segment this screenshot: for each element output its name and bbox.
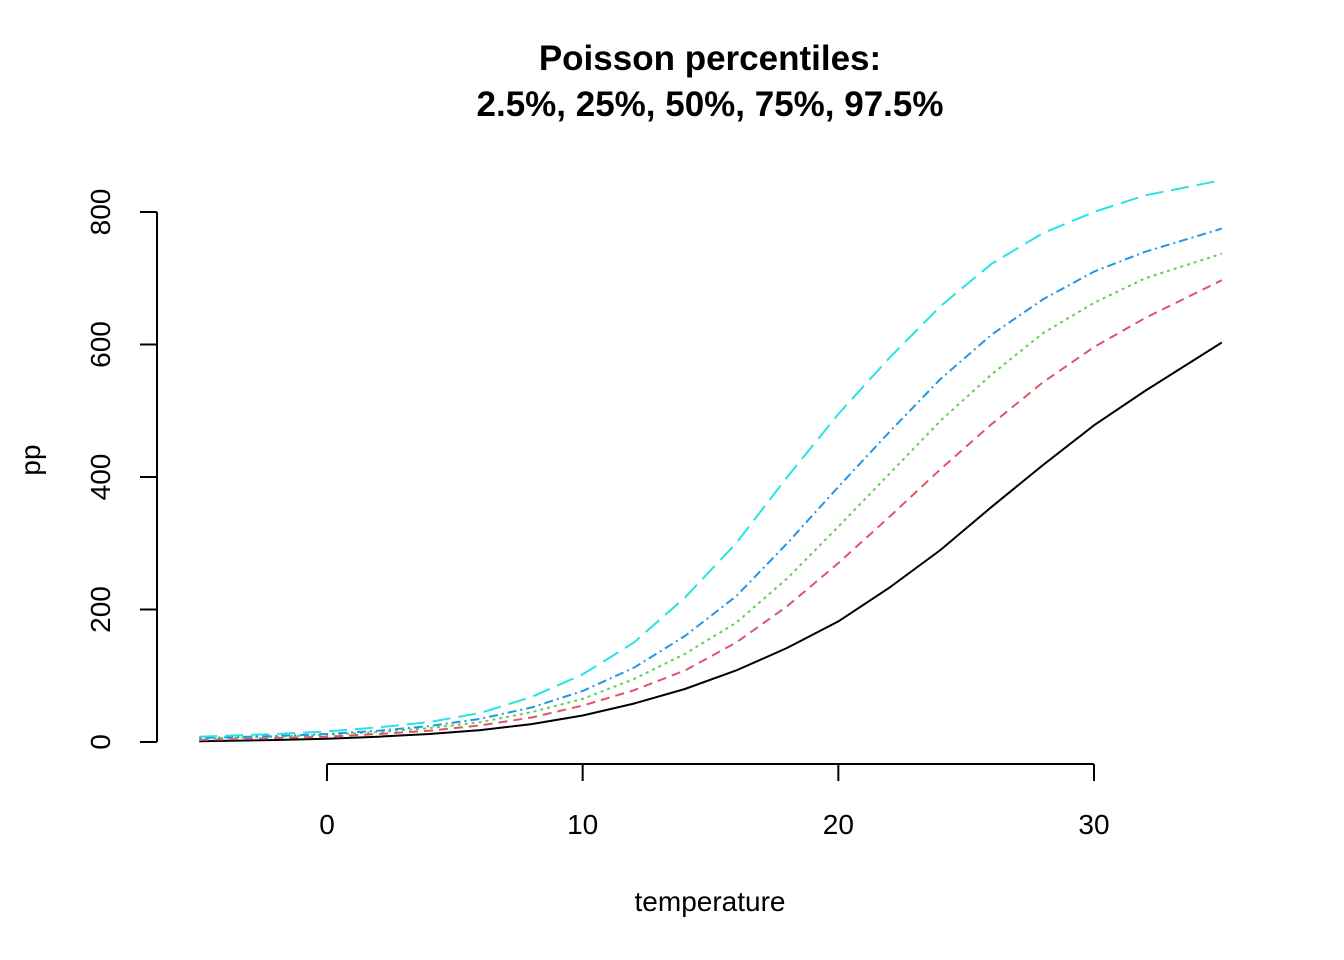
y-tick-label: 800 <box>85 189 116 236</box>
y-tick-label: 400 <box>85 454 116 501</box>
series-line-5 <box>199 179 1222 738</box>
series-group <box>199 179 1223 743</box>
x-tick-label: 0 <box>319 809 335 840</box>
series-line-3 <box>199 252 1223 740</box>
x-tick-label: 20 <box>823 809 854 840</box>
series-line-2 <box>199 279 1223 741</box>
y-axis-label: pp <box>15 444 46 475</box>
x-axis-label: temperature <box>635 886 786 917</box>
x-tick-label: 10 <box>567 809 598 840</box>
y-tick-label: 0 <box>85 734 116 750</box>
x-axis-ticks: 0 10 20 30 <box>319 764 1110 840</box>
y-tick-label: 600 <box>85 321 116 368</box>
series-line-4 <box>199 227 1223 739</box>
chart-title-line-2: 2.5%, 25%, 50%, 75%, 97.5% <box>477 85 944 124</box>
series-line-1 <box>199 341 1223 743</box>
x-tick-label: 30 <box>1078 809 1109 840</box>
chart-title-line-1: Poisson percentiles: <box>539 39 881 78</box>
y-tick-label: 200 <box>85 586 116 633</box>
y-axis-ticks: 0 200 400 600 800 <box>85 189 157 750</box>
